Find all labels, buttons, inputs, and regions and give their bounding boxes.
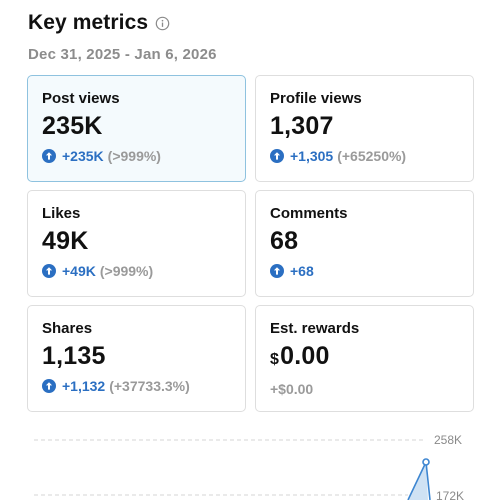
delta-value: +49K — [62, 263, 96, 279]
metric-value-number: 0.00 — [280, 342, 330, 370]
y-tick-label: 258K — [434, 433, 462, 447]
currency-symbol: $ — [270, 351, 280, 368]
metric-value: $0.00 — [270, 342, 473, 374]
arrow-up-circle-icon — [42, 264, 56, 278]
metric-card-likes[interactable]: Likes 49K +49K (>999%) — [27, 190, 246, 297]
metric-delta: +1,132 (+37733.3%) — [42, 378, 245, 394]
metric-delta: +235K (>999%) — [42, 148, 245, 164]
delta-percent: (>999%) — [107, 148, 161, 164]
metric-label: Profile views — [270, 90, 362, 107]
metric-delta: +$0.00 — [270, 381, 473, 397]
delta-value: +1,132 — [62, 378, 106, 394]
metric-label: Shares — [42, 320, 93, 337]
arrow-up-circle-icon — [270, 264, 284, 278]
arrow-up-circle-icon — [42, 379, 56, 393]
delta-value: +$0.00 — [270, 381, 314, 397]
metric-card-post-views[interactable]: Post views 235K +235K (>999%) — [27, 75, 246, 182]
metric-card-shares[interactable]: Shares 1,135 +1,132 (+37733.3%) — [27, 305, 246, 412]
metric-label: Est. rewards — [270, 320, 360, 337]
arrow-up-circle-icon — [42, 149, 56, 163]
post-views-chart: 258K 172K — [34, 433, 464, 500]
metric-label: Likes — [42, 205, 81, 222]
metric-value: 49K — [42, 227, 89, 255]
metric-value: 68 — [270, 227, 299, 255]
metric-delta: +68 — [270, 263, 473, 279]
delta-percent: (>999%) — [99, 263, 154, 279]
delta-percent: (+37733.3%) — [109, 378, 190, 394]
metric-card-profile-views[interactable]: Profile views 1,307 +1,305 (+65250%) — [255, 75, 474, 182]
delta-value: +68 — [290, 263, 314, 279]
metric-card-comments[interactable]: Comments 68 +68 — [255, 190, 474, 297]
delta-percent: (+65250%) — [337, 148, 407, 164]
metric-label: Post views — [42, 90, 120, 107]
metric-delta: +1,305 (+65250%) — [270, 148, 473, 164]
metric-value: 1,307 — [270, 112, 334, 140]
y-tick-label: 172K — [436, 489, 464, 500]
metric-card-est-rewards[interactable]: Est. rewards $0.00 +$0.00 — [255, 305, 474, 412]
metric-delta: +49K (>999%) — [42, 263, 245, 279]
title-row: Key metrics — [28, 10, 478, 36]
data-point[interactable] — [422, 458, 430, 466]
page-title: Key metrics — [28, 11, 149, 34]
metric-value: 1,135 — [42, 342, 106, 370]
key-metrics-header: Key metrics Dec 31, 2025 - Jan 6, 2026 — [28, 10, 478, 63]
date-range[interactable]: Dec 31, 2025 - Jan 6, 2026 — [28, 46, 217, 63]
delta-value: +235K — [62, 148, 104, 164]
info-icon[interactable] — [155, 16, 170, 31]
arrow-up-circle-icon — [270, 149, 284, 163]
metric-value: 235K — [42, 112, 103, 140]
metric-label: Comments — [270, 205, 348, 222]
delta-value: +1,305 — [290, 148, 334, 164]
